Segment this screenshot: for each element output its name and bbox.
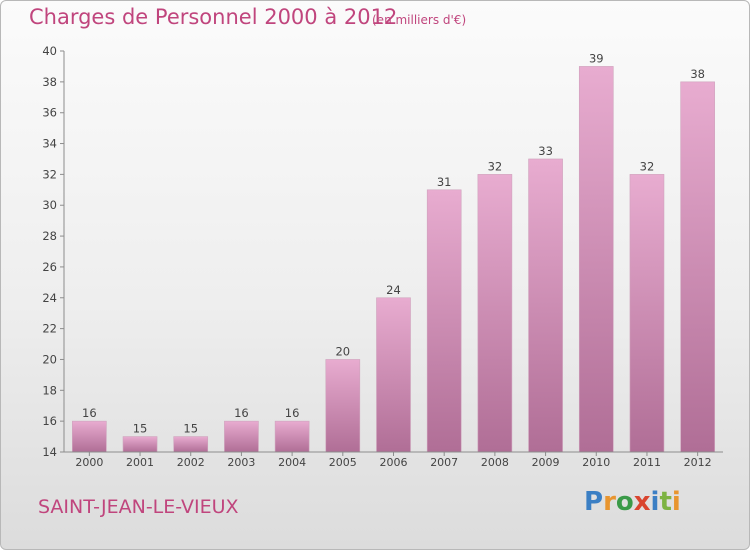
bar <box>376 297 411 453</box>
location-name: SAINT-JEAN-LE-VIEUX <box>38 496 239 518</box>
bar-value-label: 33 <box>538 144 553 158</box>
y-tick-label: 18 <box>42 383 57 397</box>
bar-value-label: 39 <box>589 51 604 65</box>
bar-value-label: 24 <box>386 283 401 297</box>
bar <box>578 66 614 453</box>
bar <box>528 158 563 453</box>
x-tick-label: 2003 <box>227 456 255 469</box>
logo-letter: P <box>584 487 604 517</box>
y-tick-label: 22 <box>42 322 57 336</box>
bar <box>274 420 310 453</box>
y-tick-label: 28 <box>42 229 57 243</box>
y-axis: 14 16 18 20 22 24 26 28 30 32 34 36 38 40 <box>42 44 65 459</box>
y-tick-label: 32 <box>42 167 57 181</box>
logo-letter: r <box>603 487 616 517</box>
x-tick-label: 2011 <box>633 456 661 469</box>
logo-letter: o <box>615 487 634 517</box>
y-tick-label: 34 <box>42 137 57 151</box>
bar <box>680 81 715 453</box>
y-tick-label: 14 <box>42 445 57 459</box>
bar <box>426 189 462 453</box>
bar-value-label: 15 <box>133 422 148 436</box>
logo-letter: i <box>671 487 681 517</box>
y-tick-label: 40 <box>42 44 57 58</box>
y-tick-label: 26 <box>42 260 57 274</box>
x-tick-label: 2000 <box>75 456 103 469</box>
bar <box>477 174 513 453</box>
x-tick-label: 2010 <box>582 456 610 469</box>
x-tick-label: 2006 <box>380 456 408 469</box>
bar-value-label: 20 <box>335 344 350 358</box>
y-tick-label: 24 <box>42 291 57 305</box>
x-tick-label: 2012 <box>684 456 712 469</box>
x-tick-label: 2008 <box>481 456 509 469</box>
x-tick-label: 2002 <box>177 456 205 469</box>
chart-title: Charges de Personnel 2000 à 2012 <box>29 5 398 29</box>
y-tick-label: 38 <box>42 75 57 89</box>
bar <box>629 174 665 453</box>
y-tick-label: 36 <box>42 106 57 120</box>
bar-value-label: 31 <box>437 175 452 189</box>
bar-value-label: 32 <box>488 159 503 173</box>
x-tick-label: 2007 <box>430 456 458 469</box>
bar-value-label: 16 <box>82 406 97 420</box>
bar <box>122 436 158 453</box>
x-tick-label: 2004 <box>278 456 306 469</box>
chart-subtitle: (en milliers d'€) <box>372 13 467 27</box>
x-tick-label: 2005 <box>329 456 357 469</box>
bar-value-label: 32 <box>640 159 655 173</box>
bars: 16 15 15 16 16 20 24 31 32 33 39 32 38 <box>72 51 715 453</box>
bar <box>224 420 259 453</box>
bar-value-label: 16 <box>285 406 300 420</box>
logo-letter: x <box>633 487 651 517</box>
x-tick-label: 2001 <box>126 456 154 469</box>
logo-letter: i <box>650 487 660 517</box>
x-axis: 2000 2001 2002 2003 2004 2005 2006 2007 2008 2009… <box>64 451 723 469</box>
bar-value-label: 16 <box>234 406 249 420</box>
y-tick-label: 30 <box>42 198 57 212</box>
bar-value-label: 15 <box>183 422 198 436</box>
bar <box>173 436 209 453</box>
y-tick-label: 20 <box>42 352 57 366</box>
logo-letter: t <box>659 487 672 517</box>
bar <box>325 359 361 453</box>
proxiti-logo[interactable]: Proxiti <box>584 487 681 517</box>
x-tick-label: 2009 <box>532 456 560 469</box>
bar <box>72 420 107 453</box>
y-tick-label: 16 <box>42 414 57 428</box>
bar-value-label: 38 <box>690 67 705 81</box>
